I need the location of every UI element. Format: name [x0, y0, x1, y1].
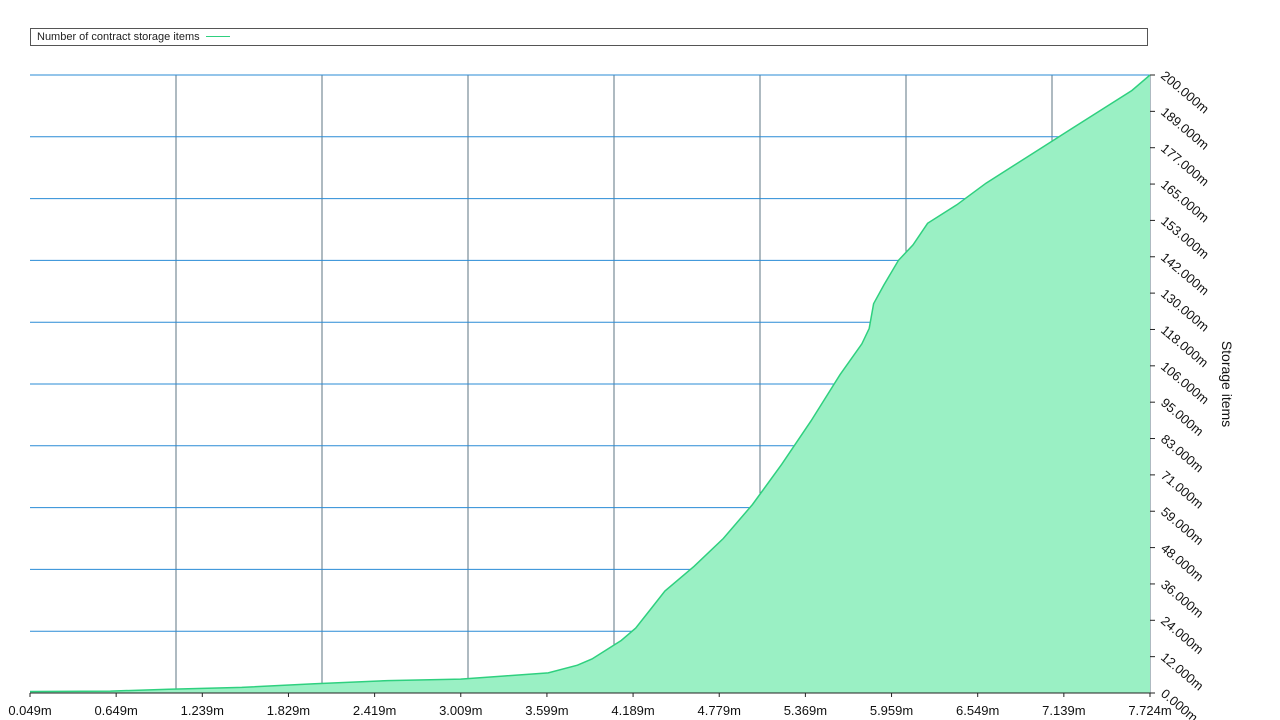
series-area	[30, 75, 1150, 693]
y-tick-label: 24.000m	[1158, 613, 1206, 657]
y-tick-label: 36.000m	[1158, 577, 1206, 621]
legend: Number of contract storage items	[30, 28, 1148, 46]
y-tick-label: 48.000m	[1158, 540, 1206, 584]
x-axis-ticks: 0.049m 0.649m 1.239m 1.829m 2.419m 3.009m 3.59…	[8, 693, 1172, 718]
x-tick-label: 4.779m	[698, 703, 741, 718]
y-axis-ticks: 0.000m12.000m24.000m36.000m48.000m59.000…	[1150, 68, 1212, 720]
x-tick-label: 3.009m	[439, 703, 482, 718]
x-tick-label: 2.419m	[353, 703, 396, 718]
y-axis-label: Storage items	[1219, 341, 1235, 427]
y-tick-label: 83.000m	[1158, 431, 1206, 475]
y-tick-label: 59.000m	[1158, 504, 1206, 548]
legend-swatch	[205, 36, 230, 37]
x-tick-label: 1.829m	[267, 703, 310, 718]
x-tick-label: 0.049m	[8, 703, 51, 718]
x-tick-label: 7.139m	[1042, 703, 1085, 718]
x-tick-label: 3.599m	[525, 703, 568, 718]
x-tick-label: 1.239m	[181, 703, 224, 718]
x-tick-label: 5.959m	[870, 703, 913, 718]
x-tick-label: 7.724m	[1128, 703, 1171, 718]
series-line	[29, 74, 1151, 693]
x-tick-label: 0.649m	[94, 703, 137, 718]
x-tick-label: 4.189m	[611, 703, 654, 718]
x-tick-label: 6.549m	[956, 703, 999, 718]
y-tick-label: 12.000m	[1158, 649, 1206, 693]
x-tick-label: 5.369m	[784, 703, 827, 718]
y-tick-label: 71.000m	[1158, 468, 1206, 512]
legend-label: Number of contract storage items	[37, 31, 200, 43]
